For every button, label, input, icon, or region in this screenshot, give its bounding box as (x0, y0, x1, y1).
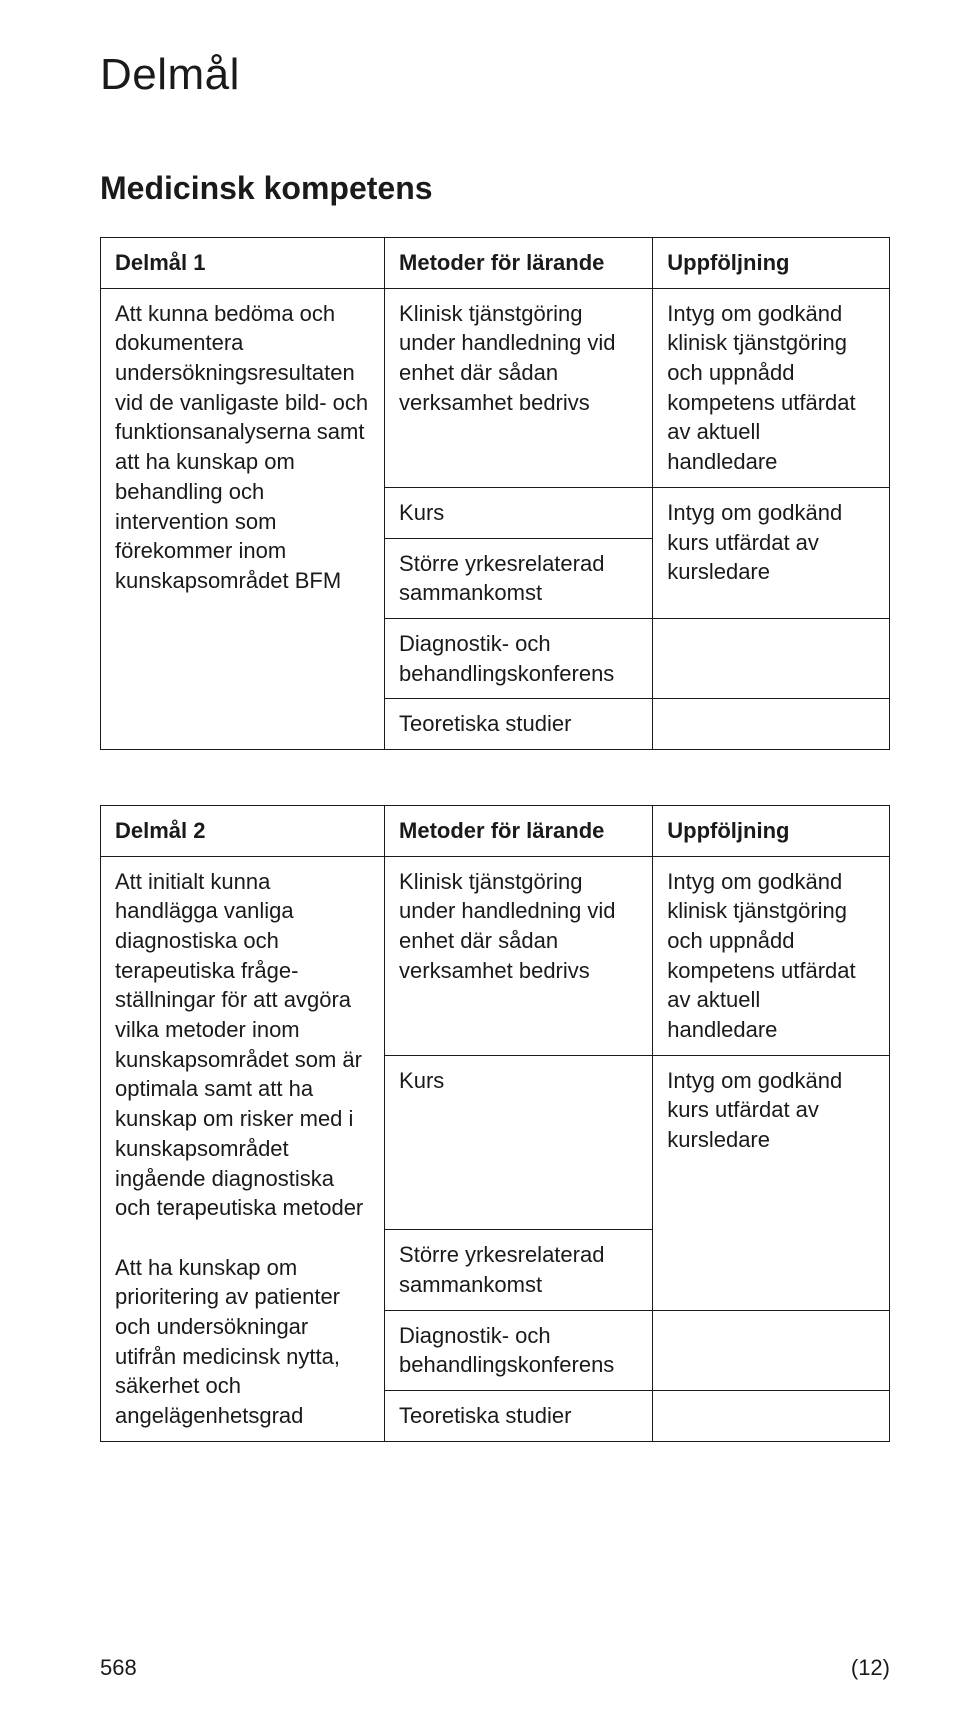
section-title: Medicinsk kompetens (100, 170, 890, 207)
method-cell: Diagnostik- och behandlingskonferens (385, 618, 653, 698)
table-delmal-2: Delmål 2 Metoder för lärande Uppföljning… (100, 805, 890, 1442)
table-row: Att initialt kunna handlägga vanliga dia… (101, 856, 890, 1055)
method-cell: Teoretiska studier (385, 1391, 653, 1442)
followup-cell-empty (653, 1310, 890, 1390)
goal-description-part: Att ha kunskap om prioritering av patien… (115, 1255, 340, 1428)
page-number: 568 (100, 1655, 137, 1681)
table-row: Delmål 1 Metoder för lärande Uppföljning (101, 238, 890, 289)
page-footer: 568 (12) (100, 1655, 890, 1681)
header-col1: Delmål 2 (101, 805, 385, 856)
goal-description: Att kunna bedöma och dokumentera undersö… (101, 288, 385, 749)
table-delmal-1: Delmål 1 Metoder för lärande Uppföljning… (100, 237, 890, 750)
goal-description: Att initialt kunna handlägga vanliga dia… (101, 856, 385, 1441)
followup-cell: Intyg om godkänd kurs utfärdat av kursle… (653, 487, 890, 618)
method-cell: Större yrkesrelaterad sammankomst (385, 538, 653, 618)
table-row: Att kunna bedöma och dokumentera undersö… (101, 288, 890, 487)
page-title: Delmål (100, 50, 890, 100)
followup-cell-empty (653, 1391, 890, 1442)
table-row: Delmål 2 Metoder för lärande Uppföljning (101, 805, 890, 856)
followup-cell: Intyg om godkänd klinisk tjänstgöring oc… (653, 856, 890, 1055)
goal-description-part: Att initialt kunna handlägga vanliga dia… (115, 869, 363, 1221)
method-cell: Större yrkesrelaterad sammankomst (385, 1230, 653, 1310)
method-cell: Klinisk tjänstgöring under handledning v… (385, 856, 653, 1055)
method-cell: Diagnostik- och behandlingskonferens (385, 1310, 653, 1390)
followup-cell-empty (653, 699, 890, 750)
method-cell: Teoretiska studier (385, 699, 653, 750)
header-col2: Metoder för lärande (385, 805, 653, 856)
header-col1: Delmål 1 (101, 238, 385, 289)
method-cell: Kurs (385, 1055, 653, 1230)
header-col2: Metoder för lärande (385, 238, 653, 289)
header-col3: Uppföljning (653, 805, 890, 856)
page-of: (12) (851, 1655, 890, 1681)
method-cell: Kurs (385, 487, 653, 538)
method-cell: Klinisk tjänstgöring under handledning v… (385, 288, 653, 487)
followup-cell: Intyg om godkänd kurs utfärdat av kursle… (653, 1055, 890, 1310)
followup-cell: Intyg om godkänd klinisk tjänstgöring oc… (653, 288, 890, 487)
page: Delmål Medicinsk kompetens Delmål 1 Meto… (0, 0, 960, 1716)
header-col3: Uppföljning (653, 238, 890, 289)
followup-cell-empty (653, 618, 890, 698)
